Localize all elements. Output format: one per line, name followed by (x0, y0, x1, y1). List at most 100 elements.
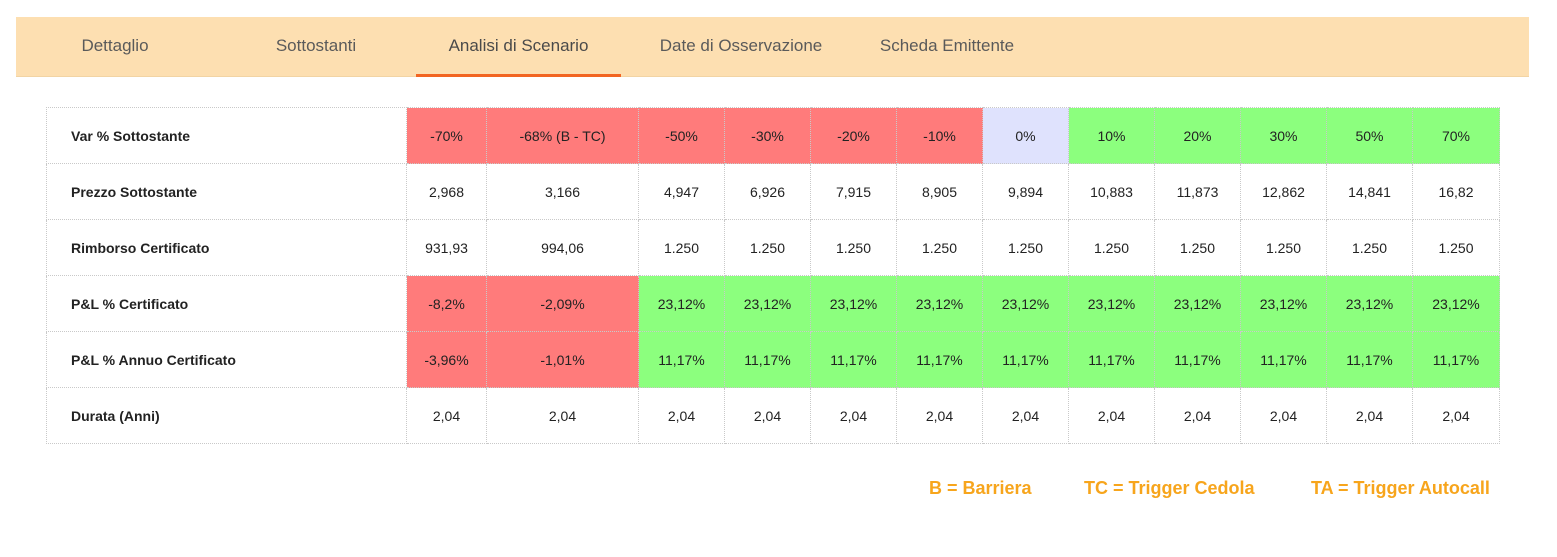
table-cell: 23,12% (724, 275, 811, 332)
table-cell: 23,12% (1326, 275, 1413, 332)
tab-dettaglio[interactable]: Dettaglio (50, 17, 180, 77)
table-cell: 23,12% (896, 275, 983, 332)
table-cell: 2,04 (1326, 387, 1413, 444)
table-cell: 2,04 (638, 387, 725, 444)
table-cell: 1.250 (1412, 219, 1500, 276)
tab-label: Sottostanti (275, 36, 357, 55)
table-cell: 6,926 (724, 163, 811, 220)
table-cell: 30% (1240, 107, 1327, 164)
table-cell: 1.250 (638, 219, 725, 276)
table-cell: 10% (1068, 107, 1155, 164)
active-tab-indicator (416, 74, 621, 77)
table-cell: -30% (724, 107, 811, 164)
tab-label: Date di Osservazione (659, 36, 823, 55)
table-cell: 1.250 (896, 219, 983, 276)
table-cell: -2,09% (486, 275, 639, 332)
table-cell: 2,04 (1412, 387, 1500, 444)
row-header: Durata (Anni) (46, 387, 407, 444)
tab-label: Analisi di Scenario (448, 36, 589, 55)
table-cell: 16,82 (1412, 163, 1500, 220)
table-cell: 3,166 (486, 163, 639, 220)
table-cell: 11,873 (1154, 163, 1241, 220)
table-cell: 12,862 (1240, 163, 1327, 220)
tab-scheda-emittente[interactable]: Scheda Emittente (862, 17, 1032, 77)
table-cell: 11,17% (1240, 331, 1327, 388)
table-cell: 11,17% (896, 331, 983, 388)
table-cell: 23,12% (1240, 275, 1327, 332)
table-cell: 1.250 (1068, 219, 1155, 276)
row-header: P&L % Annuo Certificato (46, 331, 407, 388)
table-cell: 0% (982, 107, 1069, 164)
table-cell: 23,12% (1068, 275, 1155, 332)
table-cell: 11,17% (638, 331, 725, 388)
row-prezzo-sottostante: Prezzo Sottostante 2,968 3,166 4,947 6,926 7,… (46, 163, 1500, 220)
legend-trigger-cedola: TC = Trigger Cedola (1084, 478, 1255, 498)
table-cell: 23,12% (1154, 275, 1241, 332)
table-cell: 11,17% (1326, 331, 1413, 388)
table-cell: 2,04 (724, 387, 811, 444)
tab-sottostanti[interactable]: Sottostanti (236, 17, 396, 77)
table-cell: 20% (1154, 107, 1241, 164)
row-header: P&L % Certificato (46, 275, 407, 332)
table-cell: -68% (B - TC) (486, 107, 639, 164)
table-cell: 14,841 (1326, 163, 1413, 220)
table-cell: 2,04 (1240, 387, 1327, 444)
table-cell: 23,12% (1412, 275, 1500, 332)
row-header: Rimborso Certificato (46, 219, 407, 276)
legend-trigger-autocall: TA = Trigger Autocall (1311, 478, 1490, 498)
table-cell: 11,17% (724, 331, 811, 388)
table-cell: 11,17% (982, 331, 1069, 388)
row-header: Var % Sottostante (46, 107, 407, 164)
row-pl-certificato: P&L % Certificato -8,2% -2,09% 23,12% 23,12%… (46, 275, 1500, 332)
row-pl-annuo-certificato: P&L % Annuo Certificato -3,96% -1,01% 11,17… (46, 331, 1500, 388)
table-cell: -50% (638, 107, 725, 164)
table-cell: 11,17% (1154, 331, 1241, 388)
table-cell: 23,12% (810, 275, 897, 332)
tab-bar: Dettaglio Sottostanti Analisi di Scenari… (16, 17, 1529, 77)
table-cell: -10% (896, 107, 983, 164)
table-cell: 23,12% (982, 275, 1069, 332)
table-cell: 2,04 (486, 387, 639, 444)
table-cell: -8,2% (406, 275, 487, 332)
table-cell: 2,04 (896, 387, 983, 444)
table-cell: 1.250 (810, 219, 897, 276)
table-cell: 2,04 (810, 387, 897, 444)
table-cell: 50% (1326, 107, 1413, 164)
table-cell: 11,17% (1068, 331, 1155, 388)
table-cell: -20% (810, 107, 897, 164)
table-cell: 1.250 (1240, 219, 1327, 276)
table-cell: 1.250 (1326, 219, 1413, 276)
table-cell: 1.250 (982, 219, 1069, 276)
table-cell: 2,04 (982, 387, 1069, 444)
table-cell: 4,947 (638, 163, 725, 220)
row-header: Prezzo Sottostante (46, 163, 407, 220)
table-cell: 994,06 (486, 219, 639, 276)
table-cell: 931,93 (406, 219, 487, 276)
tab-label: Scheda Emittente (879, 36, 1015, 55)
tab-date-di-osservazione[interactable]: Date di Osservazione (641, 17, 841, 77)
tab-label: Dettaglio (81, 36, 149, 55)
table-cell: 8,905 (896, 163, 983, 220)
table-cell: 11,17% (1412, 331, 1500, 388)
table-cell: 2,04 (1154, 387, 1241, 444)
legend-barriera: B = Barriera (929, 478, 1032, 498)
table-cell: 2,04 (406, 387, 487, 444)
table-cell: 10,883 (1068, 163, 1155, 220)
table-cell: 11,17% (810, 331, 897, 388)
table-cell: 1.250 (1154, 219, 1241, 276)
table-cell: 2,04 (1068, 387, 1155, 444)
table-cell: 9,894 (982, 163, 1069, 220)
table-cell: 2,968 (406, 163, 487, 220)
scenario-table: Var % Sottostante -70% -68% (B - TC) -50% -3… (46, 107, 1500, 444)
table-cell: -1,01% (486, 331, 639, 388)
table-cell: -3,96% (406, 331, 487, 388)
row-rimborso-certificato: Rimborso Certificato 931,93 994,06 1.250 1.2… (46, 219, 1500, 276)
table-cell: 23,12% (638, 275, 725, 332)
table-cell: -70% (406, 107, 487, 164)
row-durata-anni: Durata (Anni) 2,04 2,04 2,04 2,04 2,04 2,04 2,0… (46, 387, 1500, 444)
table-cell: 70% (1412, 107, 1500, 164)
row-var-sottostante: Var % Sottostante -70% -68% (B - TC) -50% -3… (46, 107, 1500, 164)
table-cell: 1.250 (724, 219, 811, 276)
tab-analisi-di-scenario[interactable]: Analisi di Scenario (416, 17, 621, 77)
table-cell: 7,915 (810, 163, 897, 220)
